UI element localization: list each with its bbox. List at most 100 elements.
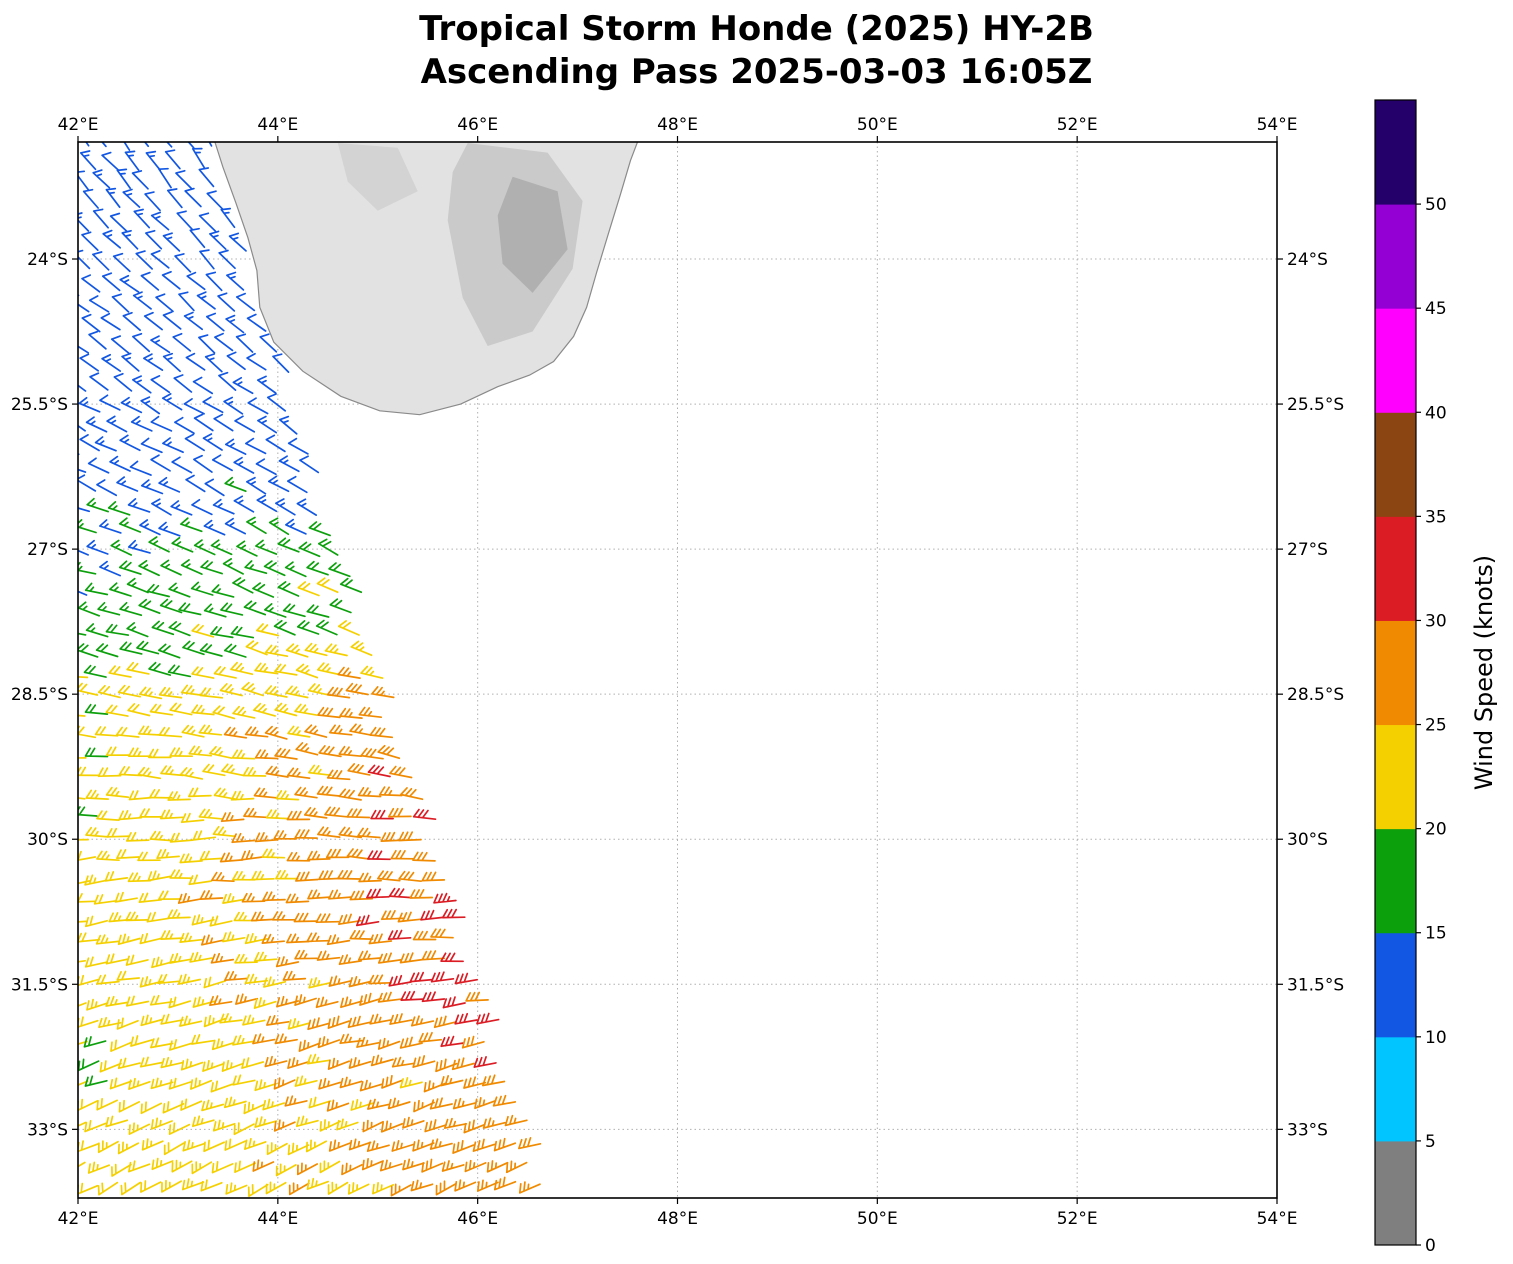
wind-barb — [150, 1117, 173, 1130]
wind-barb — [169, 747, 194, 758]
wind-barb — [145, 229, 163, 250]
wind-barb — [128, 1122, 151, 1135]
wind-barb — [190, 1034, 215, 1045]
wind-barb — [108, 912, 133, 923]
y-tick-label-left: 30°S — [27, 830, 68, 850]
wind-barb — [95, 643, 119, 658]
wind-barb — [349, 890, 374, 901]
wind-barb — [140, 1101, 163, 1115]
land-polygon — [214, 142, 638, 415]
x-tick-label-top: 54°E — [1257, 115, 1298, 135]
wind-barb — [362, 1119, 384, 1133]
wind-barb — [161, 393, 183, 411]
wind-barb — [188, 874, 212, 886]
wind-barb — [212, 705, 236, 720]
wind-barb — [287, 1142, 310, 1156]
wind-barb — [110, 1039, 133, 1052]
wind-barb — [328, 1139, 352, 1152]
wind-barb — [287, 437, 309, 455]
wind-barb — [277, 537, 300, 553]
wind-barb — [78, 1140, 99, 1153]
wind-barb-field — [42, 142, 542, 1198]
wind-barb — [79, 353, 100, 372]
wind-barb — [81, 274, 101, 293]
wind-barb — [188, 787, 212, 798]
wind-barb — [296, 1162, 319, 1176]
y-tick-label-right: 27°S — [1287, 540, 1328, 560]
wind-barb — [78, 294, 90, 313]
wind-barb — [78, 959, 86, 963]
wind-barb — [295, 871, 319, 882]
wind-barb — [94, 726, 119, 737]
wind-barb — [78, 893, 97, 903]
wind-barb — [390, 849, 415, 860]
wind-barb — [42, 955, 64, 965]
wind-barb — [308, 764, 332, 777]
wind-barb — [324, 806, 348, 818]
wind-barb — [108, 665, 132, 678]
wind-barb — [105, 704, 129, 717]
wind-barb — [318, 870, 342, 881]
wind-barb — [316, 662, 341, 676]
wind-barb — [121, 229, 139, 250]
wind-barb — [429, 1097, 453, 1110]
wind-barb — [233, 495, 255, 513]
wind-barb — [418, 1031, 443, 1043]
wind-barb — [78, 561, 97, 575]
wind-barb — [180, 517, 203, 533]
wind-barb — [285, 643, 309, 658]
wind-barb — [476, 1179, 499, 1192]
wind-barb — [213, 787, 237, 801]
wind-barb — [243, 1101, 266, 1115]
wind-barb — [236, 540, 258, 557]
wind-barb — [101, 272, 121, 292]
wind-barb — [294, 949, 318, 960]
wind-barb — [361, 1157, 384, 1171]
wind-barb — [368, 974, 392, 985]
wind-barb — [106, 415, 128, 433]
wind-barb — [110, 539, 133, 556]
wind-barb — [137, 851, 161, 862]
wind-barb — [377, 870, 401, 882]
wind-barb — [191, 498, 213, 516]
wind-barb — [235, 993, 259, 1005]
wind-barb — [92, 251, 110, 271]
wind-barb — [211, 454, 233, 472]
wind-barb — [180, 812, 205, 824]
wind-barb — [118, 810, 143, 821]
wind-barb — [191, 1161, 213, 1175]
wind-barb — [230, 625, 255, 639]
wind-barb — [174, 416, 195, 435]
wind-barb — [288, 1182, 310, 1196]
wind-barb — [228, 232, 247, 252]
wind-barb — [162, 311, 182, 330]
wind-barb — [262, 1098, 286, 1111]
wind-barb — [244, 1137, 267, 1150]
wind-barb — [140, 1014, 164, 1027]
wind-barb — [473, 1056, 497, 1068]
wind-barb — [387, 1097, 411, 1110]
wind-barb — [381, 1075, 404, 1089]
wind-barb — [78, 1182, 99, 1195]
wind-barb — [96, 810, 120, 821]
wind-barb — [435, 1180, 457, 1196]
wind-barb — [372, 1182, 395, 1195]
wind-barb — [328, 975, 352, 987]
wind-barb — [116, 168, 132, 190]
wind-barb — [105, 1115, 129, 1128]
wind-barb — [140, 271, 160, 291]
wind-barb — [254, 1116, 278, 1128]
wind-barb — [96, 850, 120, 862]
colorbar-tick-label: 40 — [1425, 403, 1447, 423]
wind-barb — [328, 889, 352, 900]
wind-barb — [252, 1033, 276, 1045]
wind-barb — [252, 582, 275, 598]
wind-barb — [274, 702, 298, 717]
wind-barb — [160, 765, 184, 777]
wind-barb — [253, 702, 276, 717]
wind-barb — [162, 437, 184, 454]
wind-barb — [204, 478, 225, 497]
chart-title-line1: Tropical Storm Honde (2025) HY-2B — [419, 9, 1094, 49]
wind-barb — [78, 920, 87, 923]
wind-barb — [441, 908, 466, 919]
